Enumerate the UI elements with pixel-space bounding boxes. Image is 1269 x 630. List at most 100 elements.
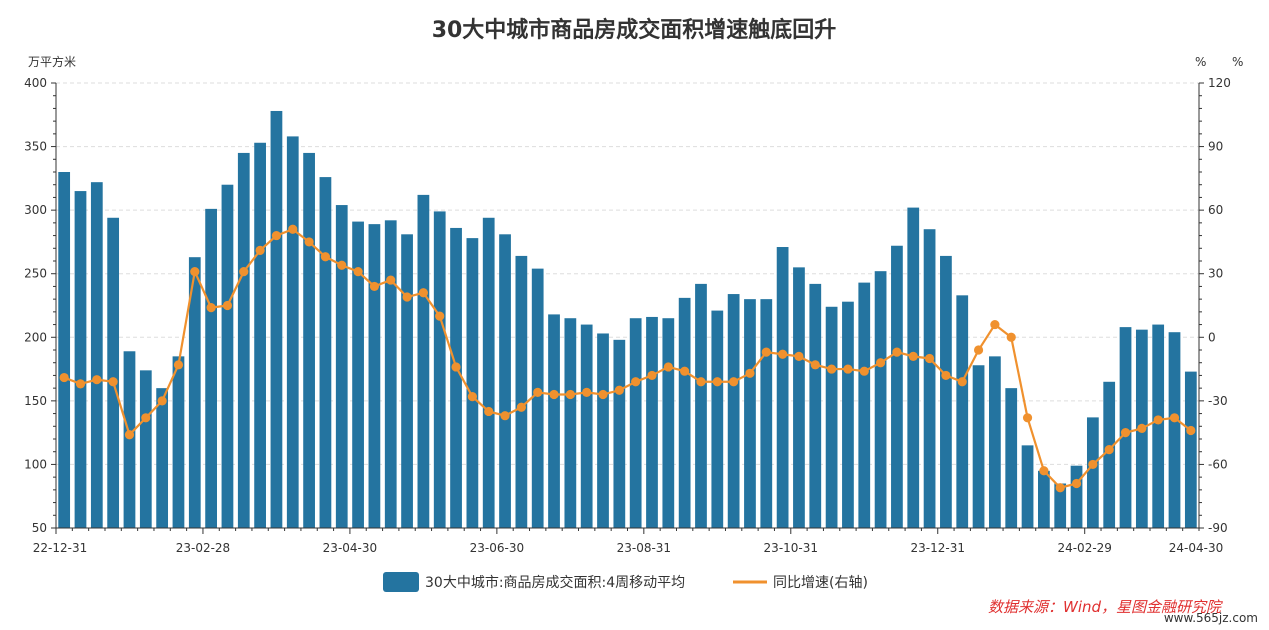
bar (531, 268, 544, 528)
growth-point (614, 385, 624, 395)
growth-point (271, 230, 282, 241)
growth-point (680, 366, 690, 376)
growth-point (59, 372, 69, 383)
growth-point (647, 370, 657, 381)
x-tick-label: 23-06-30 (470, 541, 524, 555)
growth-point (304, 237, 314, 247)
growth-point (239, 266, 249, 277)
growth-point (124, 430, 135, 440)
bar (515, 255, 528, 528)
growth-point (957, 377, 967, 387)
bar (956, 295, 969, 528)
growth-point (810, 360, 820, 370)
growth-point (157, 396, 167, 406)
growth-point (843, 364, 853, 374)
bar (1054, 483, 1067, 528)
bar (450, 227, 462, 528)
bar (646, 316, 658, 528)
right-tick-label: 120 (1208, 76, 1231, 90)
growth-point (631, 377, 641, 387)
bar (221, 184, 234, 528)
left-tick-label: 300 (24, 203, 47, 217)
growth-point (418, 288, 428, 298)
bar (597, 333, 609, 528)
growth-point (990, 319, 1000, 330)
bar (825, 306, 838, 528)
bar (744, 299, 756, 528)
right-axis-unit-extra: % (1232, 55, 1243, 69)
growth-point (1088, 459, 1098, 470)
right-tick-label: -30 (1208, 394, 1228, 408)
bar (1086, 417, 1099, 528)
growth-point (467, 392, 477, 402)
growth-point (369, 281, 380, 292)
left-tick-label: 250 (24, 267, 47, 281)
bar (1152, 324, 1165, 528)
bar (695, 283, 707, 528)
bar (548, 314, 560, 528)
bar (1021, 445, 1034, 528)
right-tick-label: 0 (1208, 330, 1216, 344)
growth-point (973, 345, 984, 355)
bar (139, 370, 152, 528)
bar (1168, 332, 1181, 528)
bar (335, 205, 348, 529)
growth-point (859, 366, 869, 376)
left-tick-label: 400 (24, 76, 47, 90)
growth-point (778, 349, 788, 359)
right-tick-label: -90 (1208, 521, 1228, 535)
right-tick-label: -60 (1208, 457, 1228, 471)
bar (74, 191, 87, 529)
growth-point (712, 377, 722, 387)
bar (156, 388, 169, 528)
growth-point (222, 300, 233, 311)
bar (874, 271, 887, 528)
legend-line-label: 同比增速(右轴) (773, 575, 868, 591)
growth-point (1022, 413, 1033, 423)
x-tick-label: 23-12-31 (911, 541, 965, 555)
growth-point (402, 292, 412, 302)
bar (237, 152, 250, 528)
bar (1184, 371, 1197, 528)
bar (613, 339, 626, 528)
bar (482, 217, 495, 528)
growth-point (435, 311, 445, 321)
x-tick-label: 23-02-28 (176, 541, 230, 555)
x-tick-label: 24-02-29 (1057, 541, 1111, 555)
growth-point (173, 360, 184, 370)
growth-point (533, 387, 543, 397)
bar (499, 234, 511, 529)
growth-point (745, 368, 755, 378)
bar (711, 310, 724, 528)
growth-point (451, 362, 461, 372)
growth-point (92, 375, 102, 385)
growth-point (941, 370, 951, 381)
bar (1038, 470, 1050, 528)
right-tick-label: 30 (1208, 267, 1223, 281)
bar (417, 194, 430, 528)
growth-point (353, 266, 363, 277)
growth-point (549, 389, 559, 400)
growth-point (206, 303, 216, 313)
growth-point (582, 387, 592, 397)
right-axis-unit: % (1195, 55, 1206, 69)
bar (384, 220, 397, 529)
bar (776, 247, 789, 528)
bar (303, 152, 315, 528)
bar (286, 136, 299, 528)
bar (580, 324, 593, 528)
right-tick-label: 60 (1208, 203, 1223, 217)
growth-point (696, 377, 706, 387)
x-tick-label: 22-12-31 (33, 541, 87, 555)
bar (809, 283, 822, 528)
axes (51, 82, 1204, 534)
bar (629, 318, 642, 528)
growth-point (190, 266, 200, 277)
left-axis-unit: 万平方米 (28, 54, 76, 69)
bar (940, 255, 952, 528)
bar (842, 301, 854, 528)
chart-title: 30大中城市商品房成交面积增速触底回升 (432, 17, 837, 43)
bar (1005, 388, 1018, 528)
bar (172, 356, 185, 528)
growth-point (761, 347, 771, 357)
